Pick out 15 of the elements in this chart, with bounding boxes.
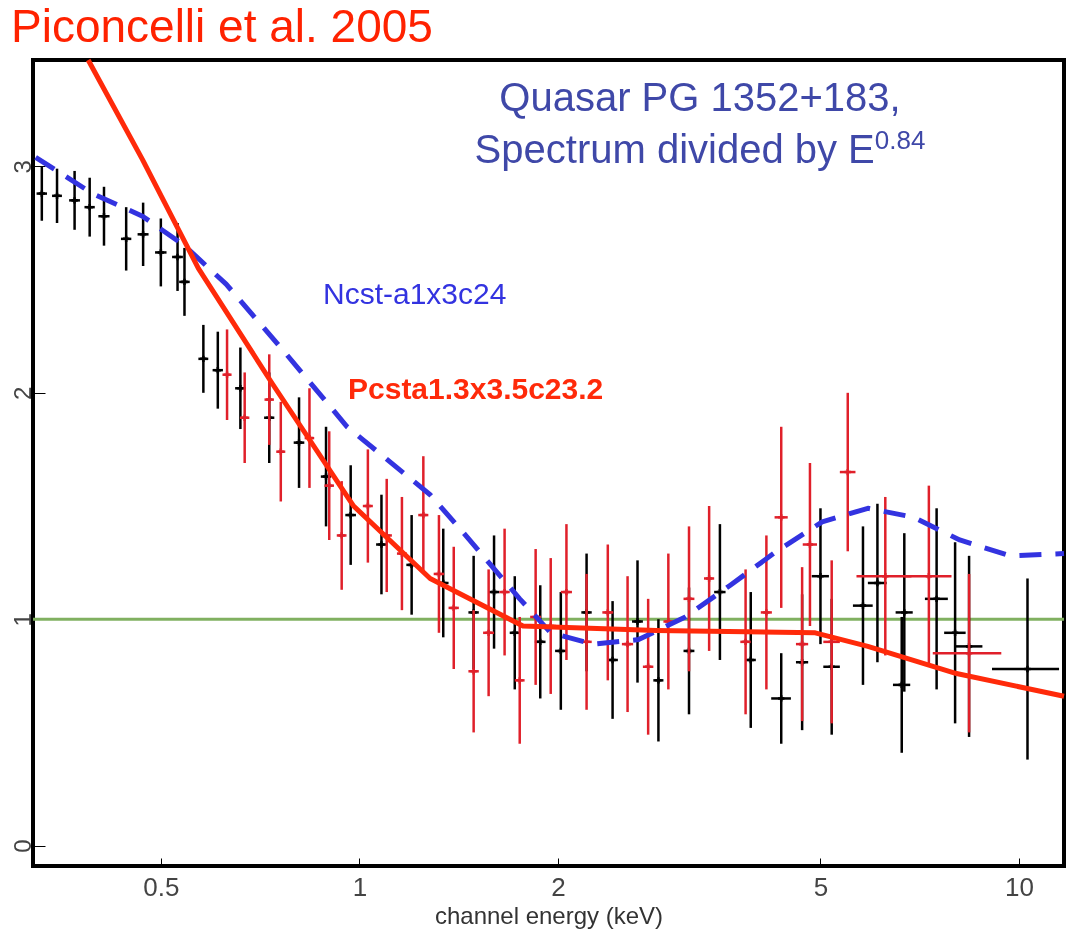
series-label: Pcsta1.3x3.5c23.2	[348, 372, 604, 405]
y-tick-label: 0	[8, 839, 36, 853]
x-tick-label: 0.5	[143, 871, 180, 902]
x-tick-label: 2	[551, 871, 566, 902]
y-tick-label: 2	[8, 386, 36, 400]
x-tick-label: 1	[352, 871, 368, 902]
x-axis-title: channel energy (keV)	[434, 901, 664, 929]
annotation: Quasar PG 1352+183,	[498, 75, 902, 120]
annotation: Spectrum divided by E$^{0.84}$	[473, 125, 927, 173]
chart-title: Piconcelli et al. 2005	[11, 0, 433, 52]
x-tick-label: 5	[813, 871, 829, 902]
y-tick-label: 3	[8, 160, 36, 174]
y-tick-label: 1	[8, 613, 36, 627]
series-label: Ncst-a1x3c24	[323, 277, 507, 310]
x-tick-label: 10	[1005, 871, 1034, 902]
